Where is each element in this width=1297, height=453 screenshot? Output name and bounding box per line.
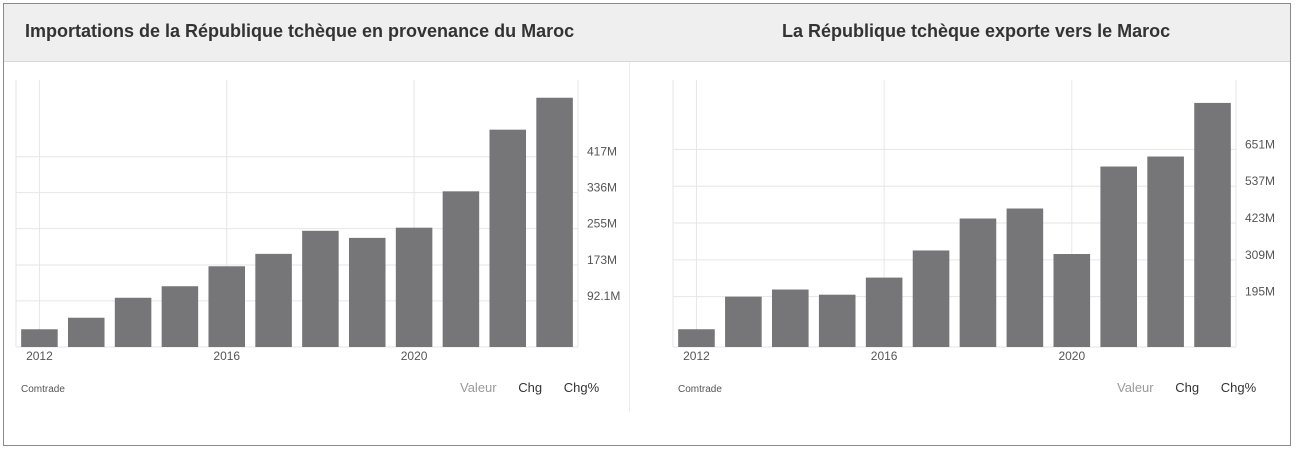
imports-ytick-label: 417M bbox=[587, 145, 617, 159]
imports-bar-2020 bbox=[395, 227, 433, 347]
imports-bar-2019 bbox=[348, 237, 386, 347]
exports-source-label: Comtrade bbox=[678, 384, 722, 395]
exports-metric-tabs: Valeur Chg Chg% bbox=[1099, 380, 1256, 395]
exports-bar-2019 bbox=[1006, 208, 1044, 347]
imports-bar-2015 bbox=[161, 286, 199, 347]
exports-bar-2021 bbox=[1100, 166, 1138, 347]
imports-bar-2017 bbox=[255, 253, 292, 347]
exports-bar-2022 bbox=[1147, 156, 1184, 347]
imports-bar-2018 bbox=[302, 230, 339, 347]
exports-bar-2020 bbox=[1053, 254, 1091, 347]
imports-bar-2012 bbox=[21, 329, 58, 347]
imports-chart-title: Importations de la République tchèque en… bbox=[25, 21, 575, 41]
imports-ytick-label: 255M bbox=[587, 217, 617, 231]
exports-chart-title: La République tchèque exporte vers le Ma… bbox=[782, 21, 1171, 41]
imports-bar-2014 bbox=[114, 297, 152, 347]
exports-bar-2017 bbox=[912, 250, 950, 347]
panel-divider bbox=[629, 62, 630, 412]
imports-bar-2023 bbox=[536, 97, 573, 347]
imports-source-label: Comtrade bbox=[21, 384, 65, 395]
imports-bar-2022 bbox=[489, 129, 527, 347]
exports-bar-2013 bbox=[725, 296, 762, 347]
imports-tab-chg-pct[interactable]: Chg% bbox=[563, 380, 600, 395]
imports-ytick-label: 336M bbox=[587, 181, 617, 195]
exports-bar-2015 bbox=[818, 294, 856, 347]
exports-ytick-label: 423M bbox=[1245, 211, 1275, 225]
exports-bar-2023 bbox=[1194, 102, 1231, 348]
exports-bar-2012 bbox=[678, 329, 715, 347]
exports-tab-chg[interactable]: Chg bbox=[1175, 380, 1200, 395]
exports-tab-chg-pct[interactable]: Chg% bbox=[1220, 380, 1257, 395]
imports-tab-chg[interactable]: Chg bbox=[518, 380, 543, 395]
exports-ytick-label: 537M bbox=[1245, 174, 1275, 188]
exports-ytick-label: 651M bbox=[1245, 137, 1275, 151]
exports-bar-2014 bbox=[771, 289, 809, 347]
imports-xtick-label: 2020 bbox=[401, 349, 428, 363]
exports-ytick-label: 309M bbox=[1245, 248, 1275, 262]
imports-bar-2016 bbox=[208, 266, 246, 347]
exports-xtick-label: 2016 bbox=[871, 349, 898, 363]
exports-ytick-label: 195M bbox=[1245, 285, 1275, 299]
exports-xtick-label: 2020 bbox=[1058, 349, 1085, 363]
exports-tab-valeur[interactable]: Valeur bbox=[1117, 380, 1154, 395]
imports-tab-valeur[interactable]: Valeur bbox=[460, 380, 497, 395]
imports-bar-2021 bbox=[442, 191, 480, 347]
imports-bar-2013 bbox=[67, 317, 105, 347]
dashboard-frame: Importations de la République tchèque en… bbox=[3, 3, 1291, 446]
exports-bar-2016 bbox=[865, 277, 903, 347]
header-bar: Importations de la République tchèque en… bbox=[4, 4, 1290, 62]
imports-ytick-label: 173M bbox=[587, 253, 617, 267]
exports-xtick-label: 2012 bbox=[683, 349, 710, 363]
imports-xtick-label: 2012 bbox=[26, 349, 53, 363]
imports-metric-tabs: Valeur Chg Chg% bbox=[442, 380, 599, 395]
imports-xtick-label: 2016 bbox=[213, 349, 240, 363]
exports-bar-2018 bbox=[959, 218, 997, 347]
imports-ytick-label: 92.1M bbox=[587, 289, 620, 303]
